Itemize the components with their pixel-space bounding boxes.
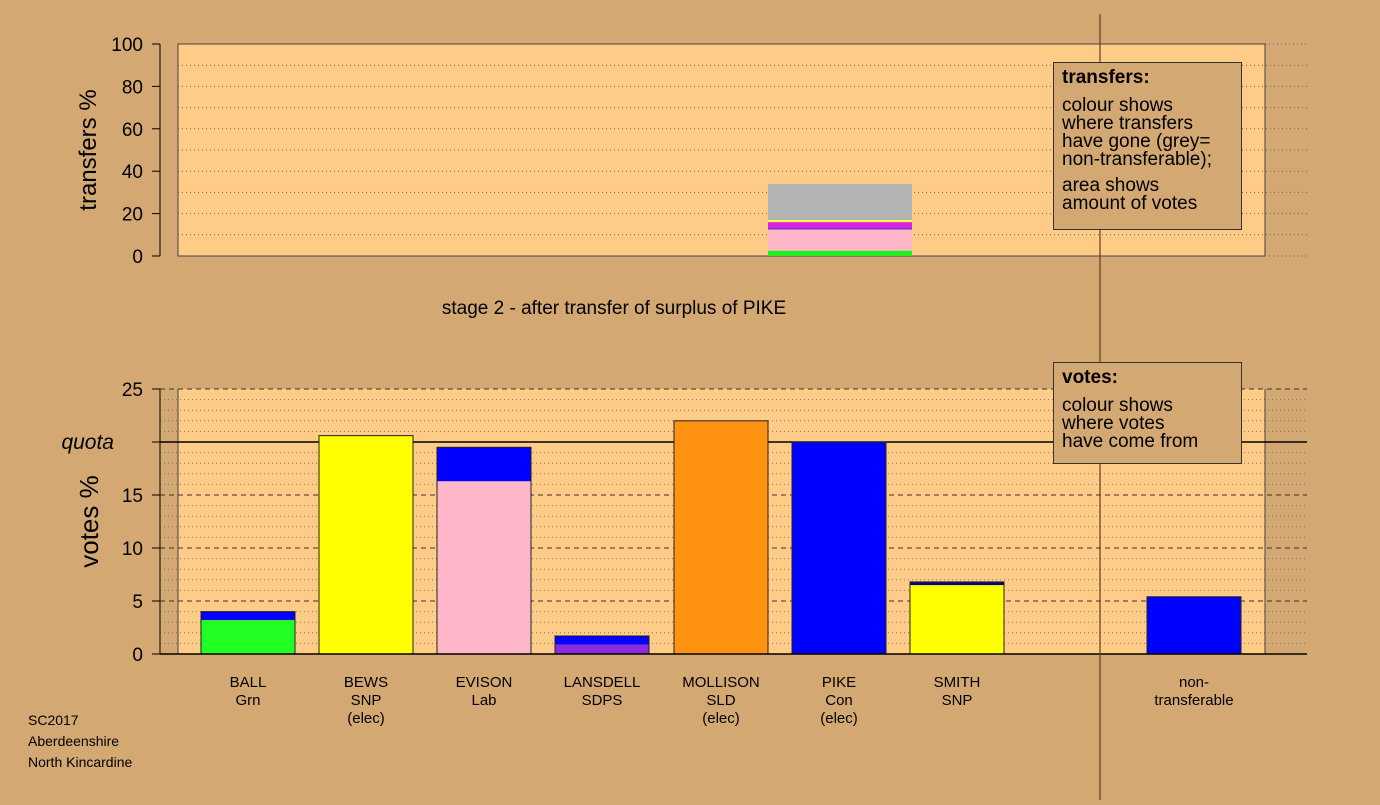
legend-line: have come from [1062, 431, 1199, 452]
candidate-label: SLD [706, 692, 735, 709]
transfers-tick-label: 40 [122, 162, 143, 183]
candidate-bar [436, 446, 532, 655]
legend-line: where transfers [1062, 113, 1193, 134]
candidate-bar [1146, 596, 1242, 655]
candidate-label: BEWS [344, 674, 388, 691]
candidate-label: transferable [1154, 692, 1233, 709]
candidate-label: SNP [942, 692, 973, 709]
candidate-label: MOLLISON [682, 674, 760, 691]
footer-election: SC2017 [28, 712, 79, 728]
candidate-label: SMITH [934, 674, 981, 691]
bar-segment [319, 435, 413, 654]
bar-segment [201, 611, 295, 621]
candidate-label: LANSDELL [564, 674, 641, 691]
bar-segment [437, 447, 531, 482]
candidate-bar [554, 635, 650, 655]
candidate-label: EVISON [456, 674, 513, 691]
transfers-tick-label: 0 [132, 247, 143, 268]
legend-line: where votes [1062, 413, 1165, 434]
candidate-label: (elec) [347, 710, 385, 727]
transfers-legend: transfers: colour shows where transfers ha… [1053, 62, 1242, 230]
votes-y-axis-label: votes % [74, 475, 104, 568]
transfer-segment [768, 183, 912, 220]
votes-tick-label: 5 [132, 592, 143, 613]
candidate-bar [791, 441, 887, 655]
transfers-tick-label: 80 [122, 77, 143, 98]
candidate-label: SDPS [582, 692, 623, 709]
bar-segment [1147, 596, 1241, 654]
votes-legend-lines: colour shows where votes have come from [1062, 395, 1233, 452]
candidate-label: Lab [471, 692, 496, 709]
candidate-label: BALL [230, 674, 267, 691]
transfer-segment [768, 229, 912, 251]
candidate-label: SNP [351, 692, 382, 709]
legend-line: area shows [1062, 175, 1160, 196]
election-footer: SC2017 Aberdeenshire North Kincardine [28, 710, 132, 773]
transfers-plot-frame [177, 43, 1266, 257]
bar-segment [201, 620, 295, 654]
votes-legend-title: votes: [1062, 367, 1118, 388]
candidate-label: PIKE [822, 674, 856, 691]
legend-line: amount of votes [1062, 193, 1198, 214]
footer-ward: North Kincardine [28, 754, 133, 770]
transfers-legend-title: transfers: [1062, 67, 1150, 88]
candidate-bar [318, 435, 414, 655]
bar-segment [555, 635, 649, 645]
stage-title: stage 2 - after transfer of surplus of P… [442, 298, 786, 319]
legend-line: have gone (grey= [1062, 131, 1211, 152]
candidate-label: (elec) [820, 710, 858, 727]
votes-tick-label: 10 [122, 539, 143, 560]
bar-segment [910, 581, 1004, 586]
votes-tick-label: 15 [122, 486, 143, 507]
transfer-segment [768, 219, 912, 223]
candidate-bar [673, 420, 769, 655]
transfer-segment [768, 250, 912, 256]
quota-label: quota [61, 431, 114, 454]
candidate-label: Con [825, 692, 853, 709]
transfers-y-axis-label: transfers % [75, 89, 102, 210]
bar-segment [555, 644, 649, 654]
votes-tick-label: 25 [122, 380, 143, 401]
candidate-bar [200, 611, 296, 655]
votes-legend: votes: colour shows where votes have come … [1053, 362, 1242, 464]
legend-line: colour shows [1062, 95, 1173, 116]
transfer-segment [768, 222, 912, 228]
transfers-tick-label: 100 [111, 35, 143, 56]
transfer-segment [768, 227, 912, 230]
transfers-legend-lines: colour shows where transfers have gone (gr… [1062, 95, 1233, 214]
bar-segment [910, 585, 1004, 654]
legend-line: colour shows [1062, 395, 1173, 416]
candidate-label: (elec) [702, 710, 740, 727]
transfers-tick-label: 60 [122, 120, 143, 141]
candidate-label: Grn [235, 692, 260, 709]
candidate-bar [909, 581, 1005, 655]
bar-segment [437, 481, 531, 654]
bar-segment [792, 442, 886, 654]
transfers-tick-label: 20 [122, 205, 143, 226]
legend-line: non-transferable); [1062, 149, 1212, 170]
candidate-label: non- [1179, 674, 1209, 691]
footer-council: Aberdeenshire [28, 733, 120, 749]
bar-segment [674, 420, 768, 654]
votes-tick-label: 0 [132, 645, 143, 666]
